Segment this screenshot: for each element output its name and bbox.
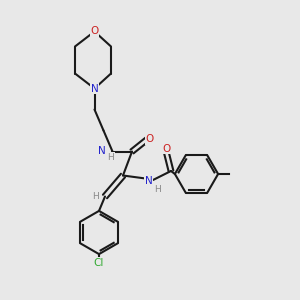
Text: N: N — [98, 146, 106, 157]
Text: O: O — [146, 134, 154, 145]
Text: Cl: Cl — [94, 258, 104, 268]
Text: N: N — [145, 176, 152, 187]
Text: H: H — [93, 192, 99, 201]
Text: H: H — [108, 153, 114, 162]
Text: O: O — [162, 143, 171, 154]
Text: N: N — [91, 83, 98, 94]
Text: H: H — [154, 184, 161, 194]
Text: O: O — [90, 26, 99, 37]
